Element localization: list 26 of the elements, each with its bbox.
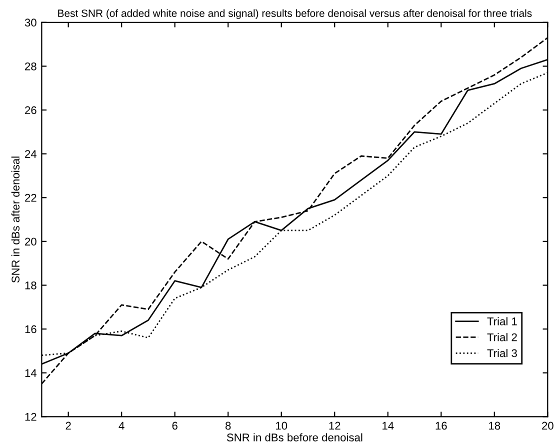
- y-tick-label: 22: [25, 194, 36, 202]
- y-tick-label: 28: [25, 62, 36, 70]
- y-tick-label: 12: [25, 412, 36, 421]
- x-tick-label: 2: [66, 422, 71, 430]
- x-tick-label: 20: [542, 422, 554, 430]
- x-tick-label: 18: [489, 422, 500, 430]
- y-tick-label: 18: [25, 281, 36, 290]
- y-tick-label: 14: [25, 369, 37, 377]
- x-tick-label: 4: [118, 422, 124, 430]
- x-tick-label: 12: [329, 422, 340, 430]
- y-tick-label: 20: [25, 238, 36, 246]
- y-tick-label: 30: [24, 18, 36, 27]
- legend-label: Trial 2: [487, 333, 517, 342]
- legend-label: Trial 3: [487, 348, 517, 358]
- x-tick-label: 6: [172, 422, 178, 430]
- chart-title: Best SNR (of added white noise and signal) results before denoisal versus after denoisal for three trials: [58, 9, 532, 20]
- legend-label: Trial 1: [487, 317, 517, 326]
- x-tick-label: 10: [276, 422, 288, 430]
- x-tick-label: 14: [382, 422, 394, 430]
- y-tick-label: 24: [25, 150, 37, 158]
- y-axis-title: SNR in dBs after denoisal: [11, 156, 20, 283]
- x-tick-label: 16: [436, 422, 447, 430]
- x-tick-label: 8: [226, 422, 231, 430]
- y-tick-label: 26: [25, 106, 36, 114]
- y-tick-label: 16: [25, 325, 36, 334]
- x-axis-title: SNR in dBs before denoisal: [226, 433, 362, 442]
